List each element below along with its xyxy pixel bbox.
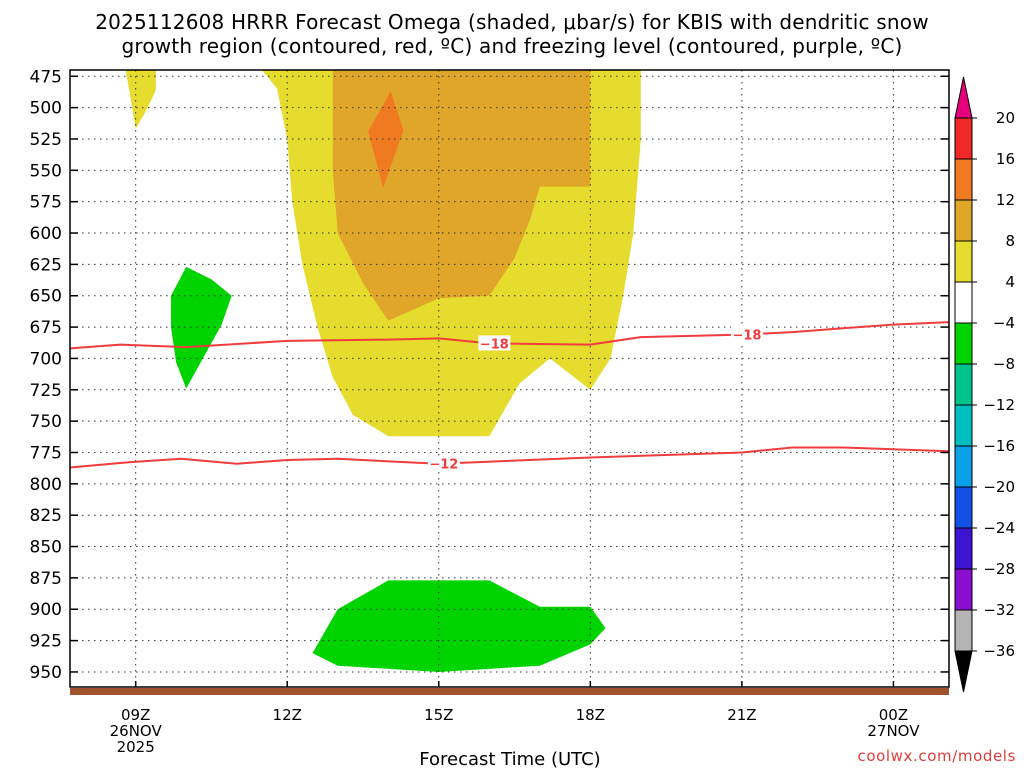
colorbar-swatch-12 — [954, 609, 973, 652]
colorbar-label-1: 16 — [996, 150, 1015, 168]
colorbar-label-13: −36 — [983, 642, 1015, 660]
xtick-label-09Z-2: 2025 — [117, 738, 155, 756]
colorbar-swatch-10 — [954, 527, 973, 570]
ytick-label-675: 675 — [30, 318, 62, 338]
colorbar-label-6: −8 — [993, 355, 1015, 373]
ytick-label-525: 525 — [30, 130, 62, 150]
colorbar-swatch-11 — [954, 568, 973, 611]
xtick-label-15Z-0: 15Z — [424, 706, 453, 724]
contour-minus-12-label-0: −12 — [429, 458, 458, 473]
x-axis-label: Forecast Time (UTC) — [419, 749, 600, 768]
axes — [69, 69, 950, 695]
colorbar-swatch-8 — [954, 445, 973, 488]
xtick-label-09Z-1: 26NOV — [110, 722, 163, 740]
colorbar-swatch-2 — [954, 199, 973, 242]
ytick-label-600: 600 — [30, 224, 62, 244]
ytick-label-650: 650 — [30, 287, 62, 307]
ground-strip — [70, 688, 949, 695]
xtick-label-18Z-0: 18Z — [576, 706, 605, 724]
colorbar: 20 16 12 8 4 −4 −8 −12 −16 −20 −24 −28 −32 −36 — [954, 76, 1015, 693]
chart-title-line-2: growth region (contoured, red, ºC) and f… — [121, 34, 903, 58]
contour-minus-12-line — [70, 446, 949, 469]
temperature-contours: −18 −18 −12 — [70, 321, 949, 473]
colorbar-label-11: −28 — [983, 560, 1015, 578]
ytick-label-725: 725 — [30, 381, 62, 401]
colorbar-swatch-3 — [954, 240, 973, 283]
colorbar-label-5: −4 — [993, 314, 1015, 332]
green-region-bottom — [312, 580, 606, 672]
ytick-label-700: 700 — [30, 349, 62, 369]
grid-lines — [70, 70, 949, 687]
colorbar-swatch-0 — [954, 117, 973, 160]
colorbar-swatch-9 — [954, 486, 973, 529]
green-region-left — [171, 266, 232, 389]
contour-minus-18-line — [70, 321, 949, 350]
ytick-label-475: 475 — [30, 67, 62, 87]
contour-minus-18-label-bg-1 — [730, 326, 763, 342]
plot-frame — [69, 69, 950, 688]
yellow-region-upper-left — [125, 70, 156, 129]
colorbar-label-3: 8 — [1005, 232, 1015, 250]
ytick-label-775: 775 — [30, 443, 62, 463]
ytick-label-900: 900 — [30, 600, 62, 620]
ytick-label-875: 875 — [30, 569, 62, 589]
ytick-label-950: 950 — [30, 663, 62, 683]
ytick-label-800: 800 — [30, 475, 62, 495]
ytick-label-850: 850 — [30, 538, 62, 558]
colorbar-label-7: −12 — [983, 396, 1015, 414]
colorbar-label-8: −16 — [983, 437, 1015, 455]
colorbar-label-9: −20 — [983, 478, 1015, 496]
ytick-label-575: 575 — [30, 193, 62, 213]
contour-minus-18-label-0: −18 — [480, 337, 509, 352]
chart-title-line-1: 2025112608 HRRR Forecast Omega (shaded, … — [95, 10, 929, 34]
colorbar-top-cap — [954, 76, 973, 119]
ytick-label-500: 500 — [30, 99, 62, 119]
ytick-label-825: 825 — [30, 506, 62, 526]
ytick-label-625: 625 — [30, 255, 62, 275]
source-credit: coolwx.com/models — [858, 747, 1017, 765]
xtick-label-21Z-0: 21Z — [727, 706, 756, 724]
ytick-label-750: 750 — [30, 412, 62, 432]
colorbar-label-0: 20 — [996, 109, 1015, 127]
colorbar-label-2: 12 — [996, 191, 1015, 209]
colorbar-label-10: −24 — [983, 519, 1015, 537]
colorbar-swatch-4 — [954, 281, 973, 324]
colorbar-swatch-6 — [954, 363, 973, 406]
colorbar-swatch-1 — [954, 158, 973, 201]
colorbar-swatch-5 — [954, 322, 973, 365]
ytick-label-925: 925 — [30, 632, 62, 652]
colorbar-label-4: 4 — [1005, 273, 1015, 291]
ytick-label-550: 550 — [30, 161, 62, 181]
xtick-label-12Z-0: 12Z — [273, 706, 302, 724]
colorbar-label-12: −32 — [983, 601, 1015, 619]
xtick-label-00Z-0: 00Z — [879, 706, 908, 724]
xtick-label-00Z-1: 27NOV — [867, 722, 920, 740]
y-axis-ticks: 475 500 525 550 575 600 625 650 675 700 725 750 775 8… — [30, 67, 949, 683]
contour-minus-18-label-1: −18 — [732, 328, 761, 343]
contour-minus-12-label-bg-0 — [427, 455, 460, 471]
xtick-label-09Z-0: 09Z — [121, 706, 150, 724]
colorbar-swatch-7 — [954, 404, 973, 447]
dark-orange-core — [368, 91, 404, 188]
colorbar-bottom-cap — [954, 650, 973, 693]
contour-minus-18-label-bg-0 — [478, 335, 511, 351]
